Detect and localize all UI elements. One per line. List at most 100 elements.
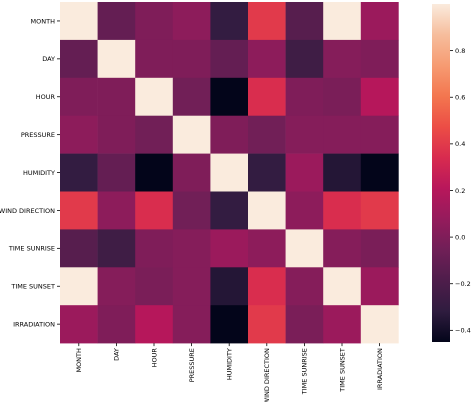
heatmap-cell-time-sunrise-time-sunset [323, 229, 362, 268]
heatmap-cell-time-sunrise-irradiation [360, 229, 399, 268]
row-label-humidity: HUMIDITY [23, 169, 55, 177]
heatmap-cell-day-month [60, 39, 98, 79]
row-labels: MONTH DAY HOUR PRESSURE HUMIDITY WIND DIRECTI… [0, 17, 60, 328]
heatmap-cell-hour-month [60, 77, 98, 116]
colorbar-tick-label: 0.8 [455, 47, 465, 55]
heatmap-cell-time-sunset-pressure [172, 267, 211, 306]
column-label-hour: HOUR [150, 348, 158, 368]
heatmap-cell-time-sunrise-humidity [210, 229, 249, 268]
heatmap-cell-wind-direction-wind-direction [248, 191, 286, 230]
column-label-irradiation: IRRADIATION [376, 348, 384, 390]
heatmap-cell-irradiation-irradiation [360, 305, 399, 344]
row-label-pressure: PRESSURE [21, 131, 55, 139]
heatmap-cell-pressure-time-sunrise [285, 115, 324, 154]
row-label-wind-direction: WIND DIRECTION [0, 207, 55, 215]
heatmap-cell-humidity-hour [135, 153, 174, 192]
heatmap-cell-irradiation-day [97, 305, 136, 344]
colorbar-tick-label: 0.6 [455, 94, 465, 102]
heatmap-cell-wind-direction-humidity [210, 191, 249, 230]
row-label-time-sunrise: TIME SUNRISE [8, 245, 55, 253]
heatmap-cell-hour-time-sunrise [285, 77, 324, 116]
heatmap-cell-irradiation-time-sunrise [285, 305, 324, 344]
colorbar-tick-label: 0.4 [455, 140, 465, 148]
heatmap-cell-irradiation-wind-direction [248, 305, 286, 344]
heatmap-cell-humidity-month [60, 153, 98, 192]
heatmap-cell-month-time-sunset [323, 2, 362, 41]
heatmap-cell-pressure-hour [135, 115, 174, 154]
colorbar-gradient [432, 4, 450, 342]
heatmap-cell-hour-hour [135, 77, 174, 116]
heatmap-cells [60, 2, 399, 344]
heatmap-cell-irradiation-time-sunset [323, 305, 362, 344]
row-label-month: MONTH [31, 17, 56, 25]
column-label-wind-direction: WIND DIRECTION [263, 348, 271, 402]
row-label-day: DAY [42, 55, 55, 63]
heatmap-cell-irradiation-hour [135, 305, 174, 344]
heatmap-cell-wind-direction-time-sunrise [285, 191, 324, 230]
heatmap-cell-hour-time-sunset [323, 77, 362, 116]
heatmap-cell-wind-direction-pressure [172, 191, 211, 230]
column-label-time-sunset: TIME SUNSET [338, 348, 346, 393]
heatmap-cell-month-day [97, 2, 136, 41]
heatmap-cell-time-sunrise-month [60, 229, 98, 268]
column-label-pressure: PRESSURE [188, 348, 196, 382]
heatmap-cell-humidity-time-sunset [323, 153, 362, 192]
heatmap-cell-pressure-humidity [210, 115, 249, 154]
heatmap-cell-time-sunset-irradiation [360, 267, 399, 306]
colorbar: −0.4 −0.2 0.0 0.2 0.4 0.6 0.8 [432, 4, 471, 342]
heatmap-cell-time-sunset-humidity [210, 267, 249, 306]
heatmap-cell-wind-direction-time-sunset [323, 191, 362, 230]
heatmap-cell-hour-day [97, 77, 136, 116]
heatmap-cell-day-hour [135, 39, 174, 79]
heatmap-cell-time-sunset-month [60, 267, 98, 306]
column-label-time-sunrise: TIME SUNRISE [301, 348, 309, 395]
heatmap-cell-hour-humidity [210, 77, 249, 116]
heatmap-cell-humidity-pressure [172, 153, 211, 192]
row-label-irradiation: IRRADIATION [13, 320, 55, 328]
heatmap-cell-day-time-sunrise [285, 39, 324, 79]
heatmap-cell-humidity-irradiation [360, 153, 399, 192]
heatmap-cell-humidity-humidity [210, 153, 249, 192]
heatmap-cell-hour-wind-direction [248, 77, 286, 116]
heatmap-cell-month-hour [135, 2, 174, 41]
heatmap-cell-irradiation-humidity [210, 305, 249, 344]
heatmap-cell-time-sunrise-day [97, 229, 136, 268]
heatmap-cell-month-humidity [210, 2, 249, 41]
heatmap-cell-day-humidity [210, 39, 249, 79]
colorbar-tick-label: 0.0 [455, 233, 465, 241]
colorbar-tick-label: 0.2 [455, 187, 465, 195]
row-label-time-sunset: TIME SUNSET [10, 283, 55, 291]
heatmap-cell-humidity-day [97, 153, 136, 192]
heatmap-cell-pressure-time-sunset [323, 115, 362, 154]
heatmap-cell-humidity-time-sunrise [285, 153, 324, 192]
heatmap-cell-day-day [97, 39, 136, 79]
colorbar-tick-label: −0.4 [455, 327, 471, 335]
heatmap-cell-day-pressure [172, 39, 211, 79]
heatmap-cell-time-sunrise-wind-direction [248, 229, 286, 268]
heatmap-cell-day-time-sunset [323, 39, 362, 79]
column-label-day: DAY [113, 348, 121, 361]
column-labels: MONTH DAY HOUR PRESSURE HUMIDITY WIND DIRECTI… [75, 343, 384, 402]
heatmap-cell-day-irradiation [360, 39, 399, 79]
heatmap-cell-irradiation-month [60, 305, 98, 344]
heatmap-cell-pressure-irradiation [360, 115, 399, 154]
heatmap-cell-time-sunrise-pressure [172, 229, 211, 268]
heatmap-cell-pressure-month [60, 115, 98, 154]
heatmap-cell-humidity-wind-direction [248, 153, 286, 192]
heatmap-cell-time-sunset-wind-direction [248, 267, 286, 306]
heatmap-cell-wind-direction-day [97, 191, 136, 230]
heatmap-cell-time-sunset-day [97, 267, 136, 306]
heatmap-cell-month-pressure [172, 2, 211, 41]
heatmap-cell-pressure-wind-direction [248, 115, 286, 154]
heatmap-cell-time-sunset-time-sunset [323, 267, 362, 306]
heatmap-cell-month-irradiation [360, 2, 399, 41]
heatmap-cell-wind-direction-hour [135, 191, 174, 230]
heatmap-cell-time-sunrise-hour [135, 229, 174, 268]
column-label-month: MONTH [75, 348, 83, 373]
heatmap-cell-time-sunset-hour [135, 267, 174, 306]
heatmap-cell-month-time-sunrise [285, 2, 324, 41]
heatmap-cell-hour-pressure [172, 77, 211, 116]
row-label-hour: HOUR [36, 93, 56, 101]
heatmap-cell-wind-direction-month [60, 191, 98, 230]
